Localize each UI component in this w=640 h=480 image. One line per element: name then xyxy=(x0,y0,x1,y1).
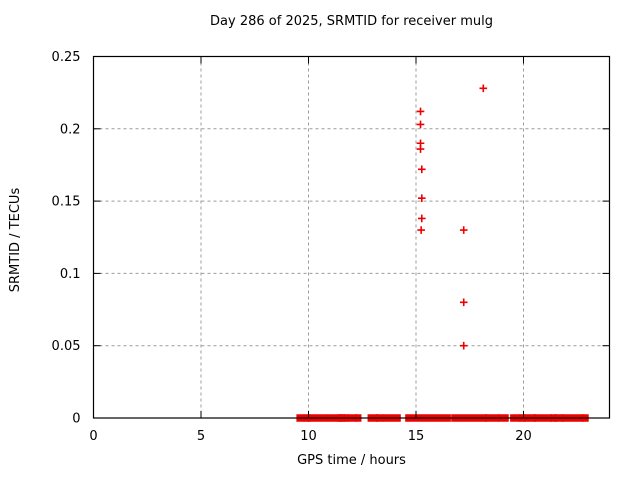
data-point-marker xyxy=(417,226,425,234)
data-point-marker xyxy=(459,341,468,350)
data-point-marker xyxy=(416,120,425,129)
y-tick-label: 0.15 xyxy=(52,195,81,210)
x-tick-label: 5 xyxy=(197,429,205,444)
y-tick-label: 0.25 xyxy=(52,50,81,65)
data-point-marker xyxy=(459,226,468,234)
y-tick-label: 0.2 xyxy=(60,122,81,137)
y-tick-label: 0 xyxy=(72,412,80,427)
x-axis-label: GPS time / hours xyxy=(297,453,406,468)
chart-title: Day 286 of 2025, SRMTID for receiver mul… xyxy=(210,14,493,29)
x-tick-label: 0 xyxy=(89,429,97,444)
data-point-marker xyxy=(416,145,425,153)
y-tick-label: 0.05 xyxy=(52,339,81,354)
x-tick-label: 20 xyxy=(515,429,532,444)
plot-border xyxy=(92,55,611,419)
data-point-marker xyxy=(418,214,426,223)
data-point-marker xyxy=(479,84,488,93)
data-point-marker xyxy=(459,298,468,307)
x-tick-label: 15 xyxy=(408,429,425,444)
y-tick-label: 0.1 xyxy=(60,267,81,282)
data-point-marker xyxy=(418,194,426,203)
data-point-marker xyxy=(418,165,426,174)
x-tick-label: 10 xyxy=(300,429,317,444)
data-point-marker xyxy=(416,107,425,116)
